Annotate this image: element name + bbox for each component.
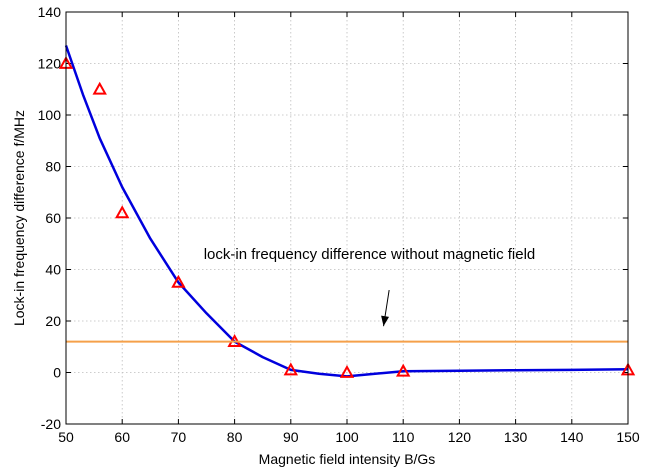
x-tick-label: 90 bbox=[283, 429, 299, 445]
data-point-marker bbox=[339, 364, 355, 378]
x-tick-label: 150 bbox=[616, 429, 640, 445]
y-tick-label: 0 bbox=[53, 365, 61, 381]
y-tick-labels: -20 0 20 40 60 80 100 120 140 bbox=[38, 4, 62, 432]
x-axis-label: Magnetic field intensity B/Gs bbox=[259, 451, 436, 467]
x-tick-label: 110 bbox=[392, 429, 415, 445]
data-point-marker bbox=[92, 81, 107, 95]
x-tick-label: 60 bbox=[114, 429, 130, 445]
x-tick-label: 140 bbox=[560, 429, 584, 445]
x-tick-label: 70 bbox=[171, 429, 187, 445]
data-point-marker bbox=[283, 362, 298, 376]
y-axis-label: Lock-in frequency difference f/MHz bbox=[11, 110, 27, 326]
data-point-marker bbox=[171, 274, 186, 288]
y-tick-label: 140 bbox=[38, 4, 62, 20]
x-tick-label: 130 bbox=[504, 429, 528, 445]
series-layer bbox=[58, 45, 636, 378]
x-tick-labels: 50 60 70 80 90 100 110 120 130 140 150 bbox=[58, 429, 640, 445]
y-tick-label: 80 bbox=[45, 159, 61, 175]
y-tick-label: -20 bbox=[41, 416, 61, 432]
data-point-marker bbox=[396, 363, 411, 377]
plot-frame bbox=[65, 11, 629, 425]
x-tick-label: 120 bbox=[448, 429, 472, 445]
y-tick-label: 40 bbox=[45, 262, 61, 278]
annotation-arrowhead bbox=[381, 315, 390, 327]
annotation-layer: lock-in frequency difference without mag… bbox=[204, 246, 536, 327]
data-point-marker bbox=[115, 205, 130, 219]
fit-line bbox=[64, 45, 629, 378]
y-tick-label: 60 bbox=[45, 210, 61, 226]
x-tick-label: 80 bbox=[227, 429, 243, 445]
y-tick-label: 20 bbox=[45, 313, 61, 329]
x-tick-label: 50 bbox=[58, 429, 74, 445]
y-tick-label: 100 bbox=[38, 107, 62, 123]
y-tick-label: 120 bbox=[38, 56, 62, 72]
x-tick-label: 100 bbox=[335, 429, 359, 445]
annotation-text: lock-in frequency difference without mag… bbox=[204, 246, 536, 263]
grid bbox=[66, 12, 628, 424]
